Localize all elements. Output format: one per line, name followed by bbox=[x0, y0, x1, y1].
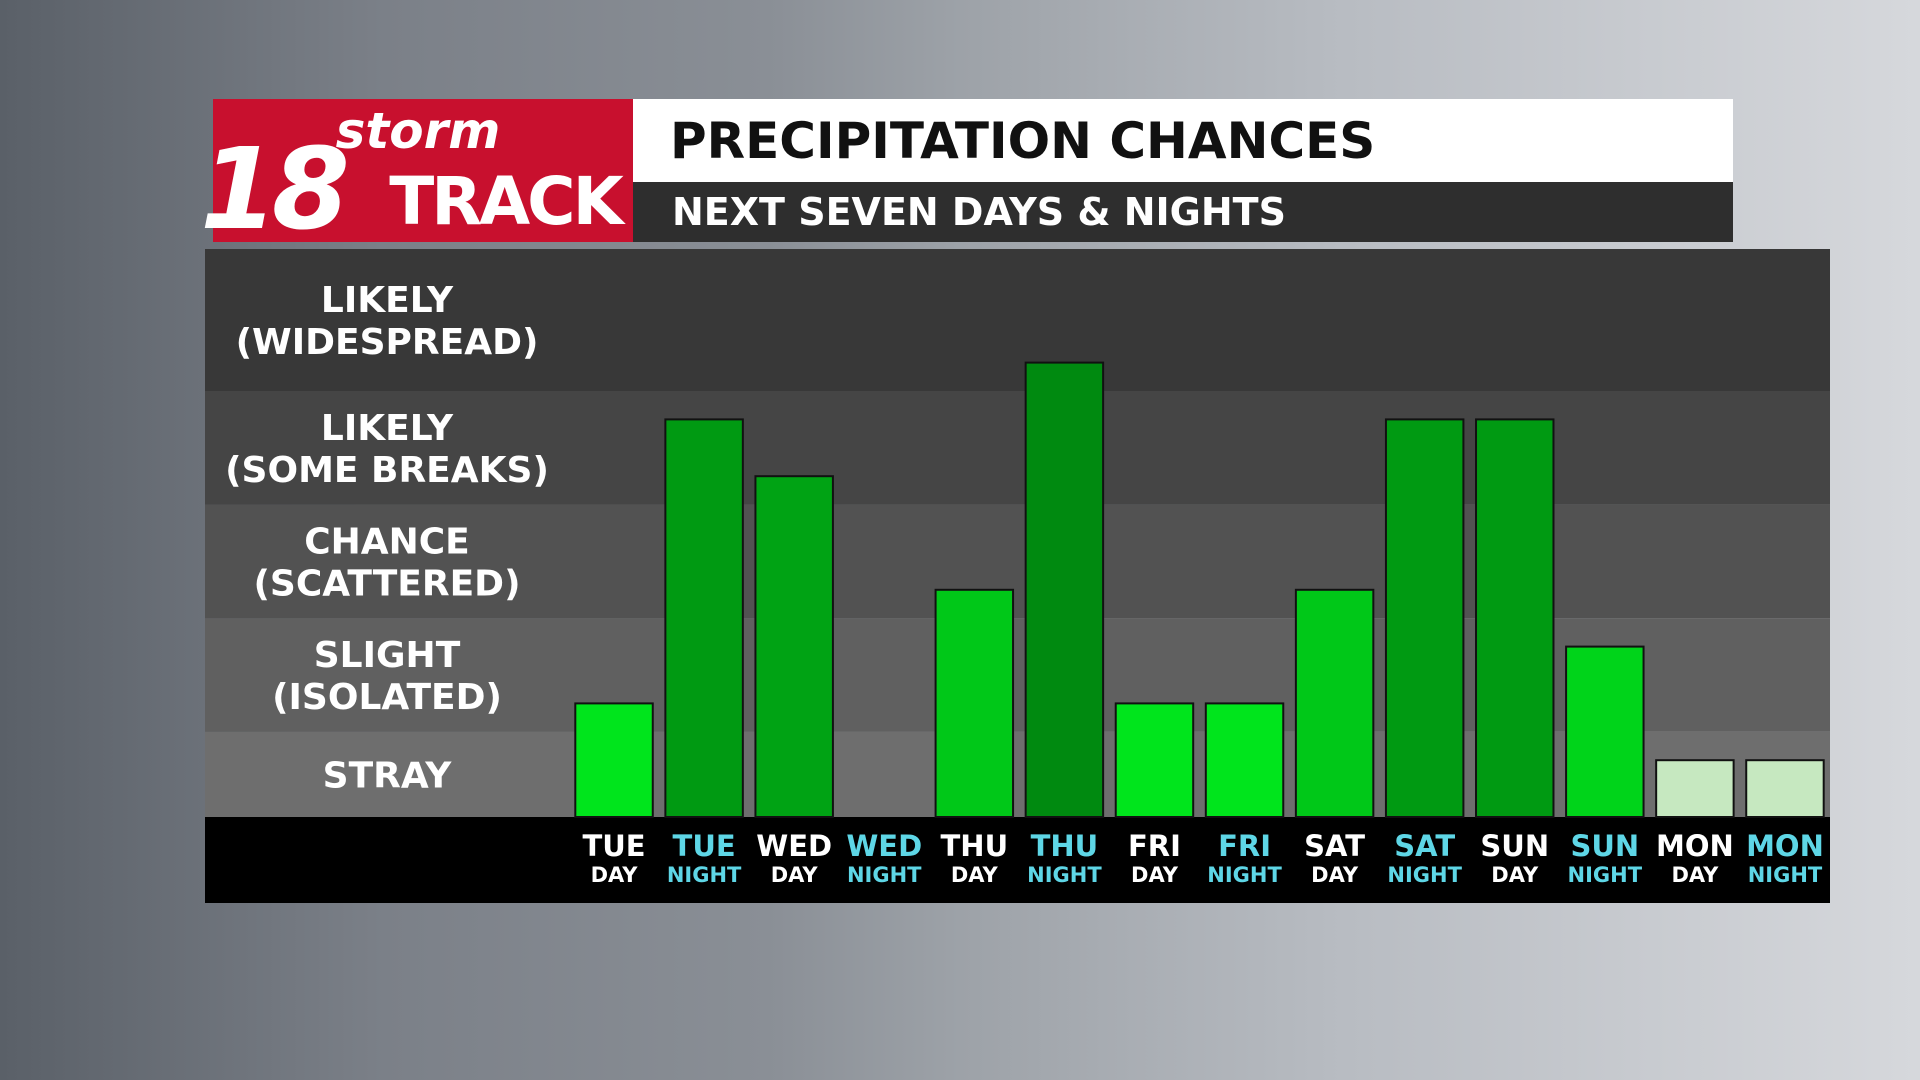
y-band-label: (WIDESPREAD) bbox=[236, 322, 539, 363]
x-tick-label: THU bbox=[941, 829, 1009, 863]
x-tick-label: WED bbox=[756, 829, 832, 863]
logo-bottom: TRACK bbox=[389, 163, 626, 240]
bar bbox=[1745, 759, 1825, 819]
bar bbox=[1384, 418, 1465, 818]
y-band-label: SLIGHT bbox=[314, 635, 461, 676]
x-tick-sublabel: DAY bbox=[1311, 863, 1359, 887]
x-tick-label: SAT bbox=[1304, 829, 1365, 863]
x-tick-sublabel: DAY bbox=[1131, 863, 1179, 887]
x-tick-label: WED bbox=[846, 829, 922, 863]
y-band-label: CHANCE bbox=[304, 521, 470, 562]
y-band-label: (SOME BREAKS) bbox=[225, 450, 549, 491]
bar bbox=[1655, 759, 1735, 819]
y-band-label: (SCATTERED) bbox=[253, 563, 520, 604]
x-tick-label: MON bbox=[1746, 829, 1824, 863]
bar bbox=[1114, 702, 1195, 819]
x-tick-sublabel: NIGHT bbox=[847, 863, 922, 887]
x-tick-label: FRI bbox=[1218, 829, 1271, 863]
y-band-label: LIKELY bbox=[321, 408, 454, 449]
chart-title: PRECIPITATION CHANCES bbox=[670, 112, 1375, 170]
bar bbox=[574, 702, 654, 819]
y-band bbox=[205, 504, 1830, 619]
title-bar bbox=[633, 99, 1733, 182]
y-band bbox=[205, 249, 1830, 391]
x-tick-label: TUE bbox=[673, 829, 736, 863]
logo-number: 18 bbox=[200, 125, 346, 255]
bar bbox=[934, 588, 1015, 818]
x-tick-label: FRI bbox=[1128, 829, 1181, 863]
x-tick-label: SUN bbox=[1570, 829, 1639, 863]
bar bbox=[1294, 588, 1375, 818]
x-tick-sublabel: NIGHT bbox=[1568, 863, 1643, 887]
x-label-area bbox=[205, 817, 1830, 903]
chart-subtitle: NEXT SEVEN DAYS & NIGHTS bbox=[672, 190, 1286, 234]
logo-top: storm bbox=[336, 102, 501, 160]
x-tick-sublabel: DAY bbox=[1671, 863, 1719, 887]
x-tick-sublabel: DAY bbox=[951, 863, 999, 887]
bar bbox=[1565, 645, 1645, 818]
y-band-label: LIKELY bbox=[321, 280, 454, 321]
y-band bbox=[205, 618, 1830, 732]
x-tick-label: TUE bbox=[582, 829, 645, 863]
bar bbox=[1475, 418, 1555, 818]
x-tick-label: THU bbox=[1031, 829, 1099, 863]
x-tick-sublabel: NIGHT bbox=[1748, 863, 1823, 887]
y-band-label: STRAY bbox=[323, 755, 453, 796]
logo-box bbox=[213, 99, 633, 242]
x-tick-sublabel: NIGHT bbox=[1207, 863, 1282, 887]
x-tick-label: SAT bbox=[1394, 829, 1455, 863]
x-tick-label: SUN bbox=[1480, 829, 1549, 863]
bar bbox=[664, 418, 744, 818]
bar bbox=[1204, 702, 1285, 819]
bar bbox=[1024, 361, 1105, 818]
y-band bbox=[205, 731, 1830, 817]
x-tick-sublabel: DAY bbox=[591, 863, 639, 887]
x-tick-label: MON bbox=[1656, 829, 1734, 863]
subtitle-bar bbox=[633, 182, 1733, 242]
y-band bbox=[205, 391, 1830, 505]
x-tick-sublabel: DAY bbox=[771, 863, 819, 887]
x-tick-sublabel: NIGHT bbox=[1027, 863, 1102, 887]
x-tick-sublabel: NIGHT bbox=[1387, 863, 1462, 887]
x-tick-sublabel: DAY bbox=[1491, 863, 1539, 887]
y-band-label: (ISOLATED) bbox=[272, 677, 502, 718]
bar bbox=[754, 475, 834, 818]
x-tick-sublabel: NIGHT bbox=[667, 863, 742, 887]
